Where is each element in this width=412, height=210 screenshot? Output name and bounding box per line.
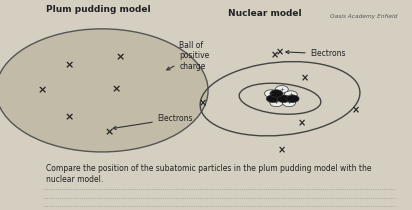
Text: +: + <box>288 92 293 97</box>
Text: Compare the position of the subatomic particles in the plum pudding model with t: Compare the position of the subatomic pa… <box>46 164 372 184</box>
Text: +: + <box>279 87 284 92</box>
Text: ×: × <box>112 84 121 94</box>
Text: +: + <box>274 100 279 105</box>
Text: Plum pudding model: Plum pudding model <box>46 5 151 14</box>
Circle shape <box>265 90 278 97</box>
Text: Ball of
positive
charge: Ball of positive charge <box>167 41 210 71</box>
Text: ×: × <box>278 145 286 155</box>
Text: ×: × <box>115 52 125 62</box>
Text: ×: × <box>301 73 309 83</box>
Text: ×: × <box>297 118 306 128</box>
Text: Electrons: Electrons <box>286 49 346 58</box>
Circle shape <box>286 95 299 102</box>
Text: ×: × <box>199 98 207 108</box>
Text: Oasis Academy Enfield: Oasis Academy Enfield <box>330 14 397 19</box>
Circle shape <box>270 99 283 107</box>
Circle shape <box>270 90 283 97</box>
Text: +: + <box>286 100 292 105</box>
Text: ×: × <box>271 50 279 60</box>
Text: ×: × <box>276 47 284 57</box>
Circle shape <box>283 99 295 107</box>
Text: Electrons: Electrons <box>113 114 193 129</box>
Circle shape <box>0 29 208 152</box>
Text: ×: × <box>38 85 47 95</box>
Text: ×: × <box>105 127 114 137</box>
Circle shape <box>284 91 297 98</box>
Circle shape <box>266 95 279 102</box>
Circle shape <box>277 95 290 102</box>
Text: +: + <box>268 91 274 96</box>
Circle shape <box>275 86 288 93</box>
Text: ×: × <box>351 105 360 115</box>
Text: ×: × <box>65 113 74 122</box>
Text: ×: × <box>65 60 74 70</box>
Text: Nuclear model: Nuclear model <box>228 9 302 18</box>
